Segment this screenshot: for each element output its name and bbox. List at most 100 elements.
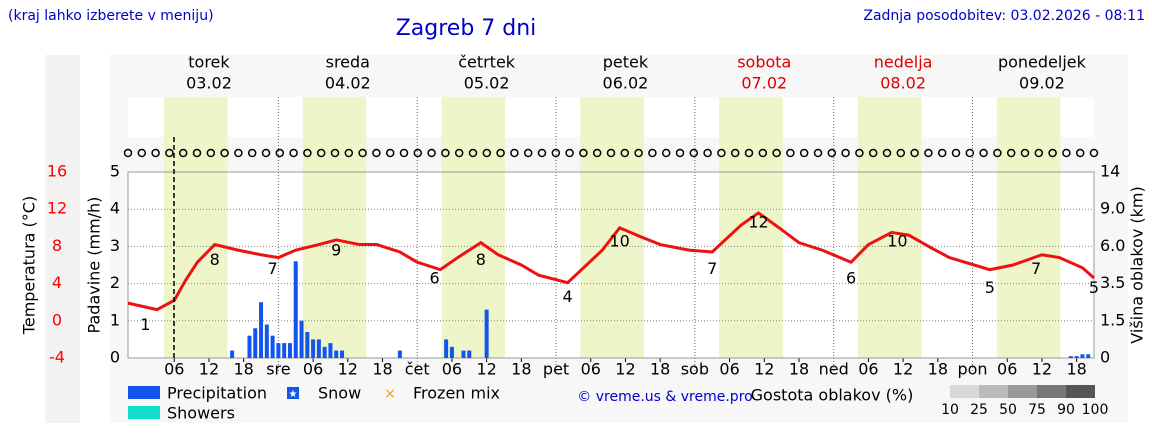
daylight-band [996,97,1061,358]
x-tick-label: 12 [893,360,913,379]
wind-marker [220,148,229,158]
x-tick-label: ned [819,360,849,379]
cloud-axis-title: Višina oblakov (km) [1128,186,1147,343]
temp-label: 12 [748,213,768,232]
x-tick-label: 18 [234,360,254,379]
wind-marker [620,148,630,158]
precip-bar [484,309,489,358]
legend-swatch [128,386,160,399]
y-tick-label: 3 [110,236,120,255]
wind-marker [855,148,864,158]
frozen-icon: × [384,386,396,402]
x-tick-label: 18 [372,360,392,379]
x-tick-label: 18 [1066,360,1086,379]
title: Zagreb 7 dni [396,16,537,41]
temp-label: 7 [268,259,278,278]
precip-bar [397,350,402,358]
x-tick-label: pet [543,360,569,379]
wind-marker [372,148,381,158]
density-label: 10 [941,402,959,418]
day-name: sreda [326,53,370,72]
wind-marker [344,148,354,158]
wind-marker [441,148,450,158]
wind-marker [772,148,781,158]
legend-label: Precipitation [167,384,267,403]
wind-marker [841,148,850,158]
temp-label: 7 [1031,259,1041,278]
temp-label: 4 [563,287,573,306]
wind-marker [661,148,671,158]
credit: © vreme.us & vreme.pro [577,389,752,405]
precip-bar [270,335,275,358]
x-tick-label: 12 [1032,360,1052,379]
precip-bar [287,343,292,358]
day-date: 05.02 [464,74,510,93]
daylight-band [719,97,783,358]
day-name: torek [188,53,230,72]
wind-marker [151,148,160,158]
precip-bar [322,346,327,358]
x-tick-label: 18 [928,360,948,379]
wind-marker [165,148,174,158]
density-label: 75 [1028,402,1046,418]
temp-label: 5 [1089,278,1099,297]
density-label: 25 [970,402,988,418]
legend-swatch [287,387,299,399]
temp-axis-title: Temperatura (°C) [20,196,39,335]
wind-marker [137,148,147,158]
precip-bar [1086,354,1091,358]
precip-bar [328,343,333,358]
location-hint: (kraj lahko izberete v meniju) [8,8,214,24]
x-tick-label: 06 [303,360,323,379]
precip-bar [1080,354,1085,358]
wind-marker [896,148,906,158]
x-tick-label: 06 [164,360,184,379]
y3-tick-label: 3.5 [1100,273,1125,292]
x-tick-label: 06 [442,360,462,379]
temp-label: 1 [140,315,150,334]
x-tick-label: čet [405,360,430,379]
wind-marker [234,148,243,158]
temp-label: 10 [609,231,629,250]
precip-bar [230,350,235,358]
wind-marker [979,148,988,158]
legend-label: Snow [318,384,361,403]
wind-marker [675,148,685,158]
day-name: sobota [737,53,791,72]
x-tick-label: 06 [719,360,739,379]
precip-bar [311,339,316,358]
day-date: 09.02 [1019,74,1065,93]
daylight-band [857,97,922,358]
precip-bar [276,343,281,358]
daylight-band [302,97,367,358]
density-swatch [979,385,1008,398]
wind-marker [730,148,740,158]
wind-marker [316,148,326,158]
x-tick-label: 12 [754,360,774,379]
precip-bar [264,324,269,358]
day-name: nedelja [874,53,933,72]
x-tick-label: 06 [858,360,878,379]
precip-bar [444,339,449,358]
y3-tick-label: 9.0 [1100,199,1125,218]
x-tick-label: 12 [199,360,219,379]
x-tick-label: sob [681,360,709,379]
legend-label: Frozen mix [413,384,500,403]
wind-marker [910,148,919,158]
day-date: 08.02 [880,74,926,93]
wind-marker [758,148,768,158]
y-tick-label: 2 [110,273,120,292]
day-date: 06.02 [603,74,649,93]
y3-tick-label: 0 [1100,348,1110,367]
wind-marker [1006,148,1016,158]
wind-marker [717,148,726,158]
wind-marker [206,148,216,158]
precip-bar [340,350,345,358]
temperature-line [127,211,1095,312]
density-label: 90 [1057,402,1075,418]
grid [127,97,1095,372]
wind-marker [289,148,298,158]
wind-marker [303,148,312,158]
y-tick-label: 5 [110,162,120,181]
wind-marker [648,148,657,158]
